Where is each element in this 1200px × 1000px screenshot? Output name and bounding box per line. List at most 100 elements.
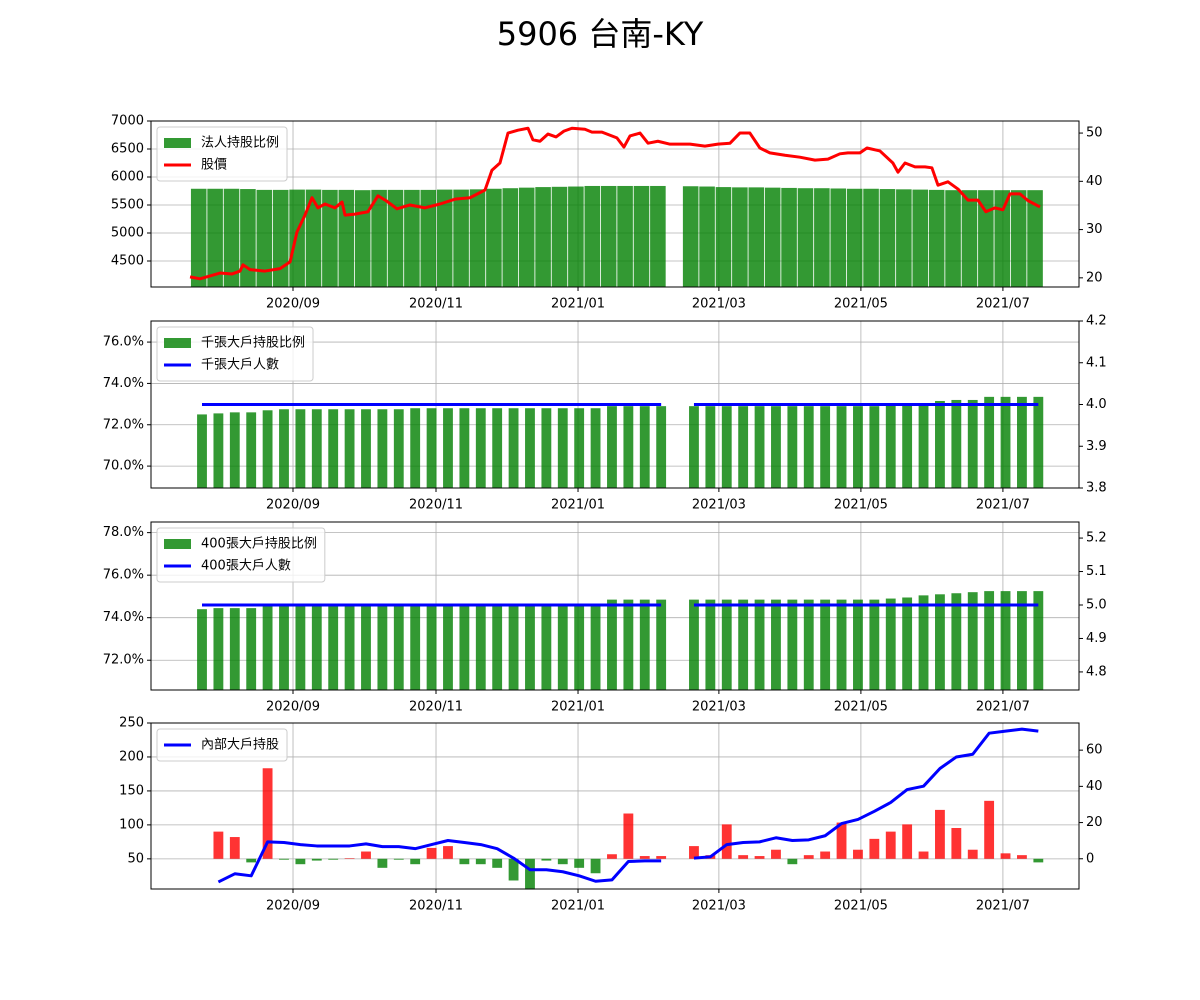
bar bbox=[617, 185, 633, 287]
bar bbox=[541, 858, 552, 861]
bar bbox=[656, 406, 667, 488]
bar bbox=[623, 406, 634, 488]
bar bbox=[787, 406, 798, 488]
bar bbox=[984, 800, 995, 859]
bar bbox=[721, 824, 732, 859]
bar bbox=[853, 599, 863, 690]
bar bbox=[754, 856, 765, 859]
bar bbox=[935, 400, 945, 488]
legend-label: 千張大戶持股比例 bbox=[201, 336, 305, 351]
x-tick-label: 2020/11 bbox=[409, 899, 463, 914]
bar bbox=[771, 406, 781, 488]
y2-tick-label: 20 bbox=[1086, 815, 1103, 830]
bar bbox=[689, 846, 699, 859]
bar bbox=[190, 188, 207, 287]
bar bbox=[475, 603, 486, 690]
bar bbox=[377, 858, 388, 868]
legend-swatch bbox=[164, 138, 191, 148]
y-tick-label: 72.0% bbox=[103, 417, 144, 432]
bar bbox=[1000, 853, 1011, 859]
bar bbox=[492, 603, 503, 690]
legend-label: 千張大戶人數 bbox=[201, 358, 279, 373]
bar bbox=[551, 186, 568, 287]
bar bbox=[426, 603, 437, 690]
legend-swatch bbox=[164, 338, 191, 348]
bar bbox=[518, 187, 535, 287]
bar bbox=[508, 858, 519, 881]
x-tick-label: 2021/03 bbox=[692, 899, 746, 914]
bar bbox=[918, 851, 929, 859]
y-tick-label: 150 bbox=[119, 783, 144, 798]
bar bbox=[426, 408, 437, 488]
y2-tick-label: 4.0 bbox=[1086, 397, 1107, 412]
y-tick-label: 6500 bbox=[111, 142, 144, 157]
bar bbox=[459, 603, 470, 690]
bar bbox=[207, 188, 223, 287]
plot-frame bbox=[150, 320, 1080, 489]
legend: 內部大戶持股 bbox=[156, 728, 288, 762]
bar bbox=[295, 603, 306, 690]
bar bbox=[525, 603, 535, 690]
bar bbox=[574, 603, 585, 690]
bar bbox=[951, 399, 962, 488]
bar bbox=[853, 406, 863, 488]
bar bbox=[945, 190, 961, 287]
bar bbox=[404, 189, 420, 287]
bar bbox=[246, 412, 257, 488]
bar bbox=[633, 185, 650, 287]
bar bbox=[443, 408, 453, 488]
subplot: 2020/09 2020/11 2021/01 2021/03 2021/05 2021/… bbox=[119, 716, 1102, 914]
x-tick-label: 2021/07 bbox=[976, 899, 1030, 914]
bar bbox=[377, 409, 388, 488]
bar bbox=[787, 599, 798, 690]
x-tick-label: 2021/01 bbox=[551, 700, 605, 715]
x-tick-label: 2021/03 bbox=[692, 297, 746, 312]
y2-tick-label: 5.1 bbox=[1086, 564, 1107, 579]
legend-box bbox=[156, 527, 326, 583]
bar bbox=[311, 409, 322, 488]
x-tick-label: 2021/01 bbox=[551, 297, 605, 312]
bar bbox=[492, 408, 503, 488]
bar bbox=[656, 599, 667, 690]
bar bbox=[361, 409, 371, 488]
bar bbox=[764, 187, 781, 287]
bar bbox=[459, 408, 470, 488]
bar bbox=[322, 189, 338, 287]
y2-tick-label: 5.2 bbox=[1086, 531, 1107, 546]
bar bbox=[863, 188, 879, 287]
x-tick-label: 2020/09 bbox=[266, 297, 320, 312]
bar bbox=[311, 858, 322, 861]
bar bbox=[443, 846, 453, 859]
line bbox=[189, 126, 1041, 281]
bar bbox=[846, 188, 863, 287]
bar bbox=[502, 188, 519, 287]
bar bbox=[361, 603, 371, 690]
bar bbox=[492, 858, 503, 868]
bar bbox=[781, 187, 797, 287]
x-tick-label: 2021/01 bbox=[551, 498, 605, 513]
bar bbox=[705, 406, 716, 488]
bar bbox=[574, 858, 585, 868]
bar bbox=[639, 599, 650, 690]
bar bbox=[814, 188, 830, 287]
bar bbox=[797, 188, 814, 287]
x-tick-label: 2021/03 bbox=[692, 498, 746, 513]
bar bbox=[607, 854, 617, 859]
bar bbox=[344, 603, 355, 690]
bar bbox=[377, 603, 388, 690]
bar bbox=[229, 608, 240, 690]
bar bbox=[623, 813, 634, 859]
line bbox=[217, 727, 1039, 884]
bar bbox=[279, 409, 289, 488]
y2-tick-label: 60 bbox=[1086, 743, 1103, 758]
bar bbox=[272, 189, 289, 287]
y-tick-label: 76.0% bbox=[103, 335, 144, 350]
bar bbox=[754, 599, 765, 690]
bar bbox=[830, 188, 847, 287]
bar bbox=[436, 189, 453, 287]
y2-tick-label: 3.9 bbox=[1086, 439, 1107, 454]
bar bbox=[902, 403, 913, 488]
x-tick-label: 2021/07 bbox=[976, 297, 1030, 312]
y2-tick-label: 3.8 bbox=[1086, 481, 1107, 496]
bar bbox=[623, 599, 634, 690]
